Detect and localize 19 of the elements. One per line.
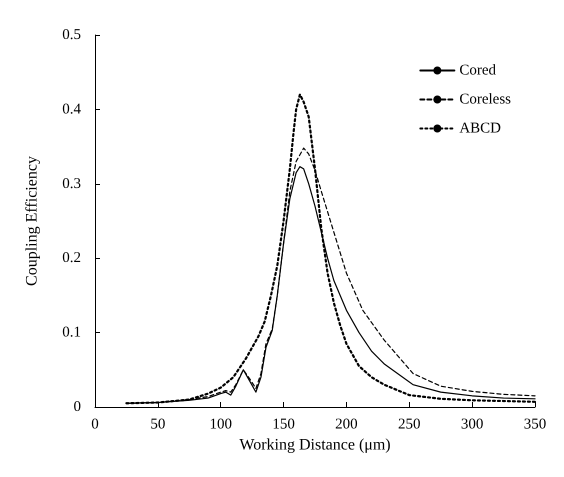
x-axis-title: Working Distance (μm) bbox=[239, 436, 391, 454]
x-tick-label: 0 bbox=[91, 416, 99, 432]
legend-label: Cored bbox=[459, 62, 496, 78]
y-tick-label: 0.4 bbox=[62, 101, 82, 118]
y-tick-label: 0.2 bbox=[62, 250, 81, 266]
legend-label: Coreless bbox=[459, 92, 512, 108]
y-tick-label: 0.1 bbox=[62, 324, 81, 341]
x-tick-label: 300 bbox=[460, 416, 484, 432]
x-tick-label: 150 bbox=[272, 416, 295, 432]
y-tick-label: 0.3 bbox=[62, 176, 81, 192]
x-tick-label: 50 bbox=[150, 416, 166, 432]
x-tick-label: 250 bbox=[398, 416, 421, 432]
legend-label: ABCD bbox=[459, 120, 502, 136]
x-tick-label: 200 bbox=[335, 416, 358, 432]
x-tick-label: 350 bbox=[524, 416, 546, 432]
y-axis-title: Coupling Efficiency bbox=[24, 156, 40, 286]
y-tick-label: 0.5 bbox=[62, 27, 81, 43]
y-tick-label: 0 bbox=[74, 399, 81, 415]
x-tick-label: 100 bbox=[209, 416, 232, 432]
